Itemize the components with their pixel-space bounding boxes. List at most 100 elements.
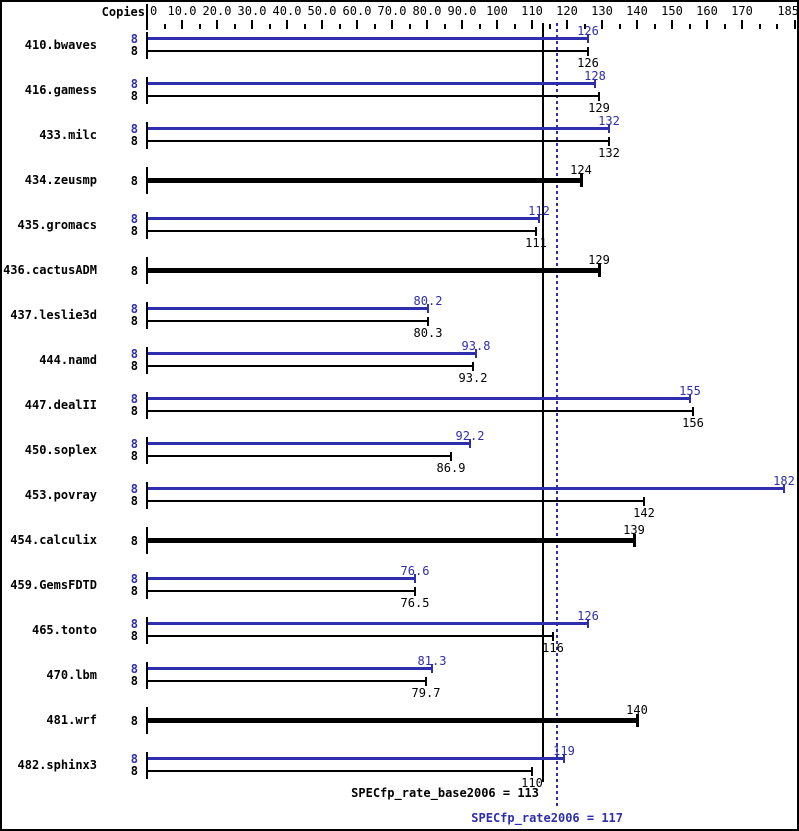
peak-bar-endcap xyxy=(427,304,429,313)
axis-major-tick xyxy=(636,20,638,29)
axis-minor-tick xyxy=(444,24,446,29)
group-baseline xyxy=(146,752,148,779)
axis-major-tick xyxy=(671,20,673,29)
axis-major-tick xyxy=(496,20,498,29)
benchmark-label: 482.sphinx3 xyxy=(17,758,97,772)
group-baseline xyxy=(146,302,148,329)
base-value-label: 126 xyxy=(577,56,599,70)
base-value-label: 124 xyxy=(570,163,592,177)
axis-major-tick xyxy=(391,20,393,29)
base-bar-thick xyxy=(148,268,599,273)
base-bar-endcap xyxy=(636,714,639,727)
peak-bar xyxy=(148,397,690,400)
base-bar-endcap xyxy=(535,227,537,236)
axis-tick-label: 10.0 xyxy=(167,4,197,18)
copies-value-peak: 8 xyxy=(130,212,138,226)
base-bar xyxy=(148,410,693,412)
axis-tick-label: 90.0 xyxy=(447,4,477,18)
base-bar xyxy=(148,140,609,142)
peak-bar xyxy=(148,487,784,490)
benchmark-label: 435.gromacs xyxy=(17,218,97,232)
peak-value-label: 128 xyxy=(584,69,606,83)
benchmark-label: 437.leslie3d xyxy=(10,308,97,322)
benchmark-label: 470.lbm xyxy=(46,668,97,682)
benchmark-label: 465.tonto xyxy=(31,623,97,637)
peak-value-label: 92.2 xyxy=(455,429,485,443)
base-bar xyxy=(148,95,599,97)
axis-tick-label: 150 xyxy=(661,4,683,18)
base-bar xyxy=(148,500,644,502)
axis-major-tick xyxy=(794,20,796,29)
axis-tick-label: 140 xyxy=(626,4,648,18)
peak-bar-endcap xyxy=(587,34,589,43)
base-bar xyxy=(148,590,415,592)
copies-value-base: 8 xyxy=(130,534,138,548)
peak-bar-endcap xyxy=(783,484,785,493)
axis-tick-label: 70.0 xyxy=(377,4,407,18)
benchmark-label: 450.soplex xyxy=(24,443,97,457)
base-bar xyxy=(148,455,451,457)
reference-line-base-median xyxy=(542,23,544,782)
benchmark-label: 459.GemsFDTD xyxy=(10,578,97,592)
base-bar xyxy=(148,230,536,232)
base-value-label: 140 xyxy=(626,703,648,717)
base-value-label: 132 xyxy=(598,146,620,160)
copies-value-base: 8 xyxy=(130,764,138,778)
peak-value-label: 182 xyxy=(773,474,795,488)
peak-bar-endcap xyxy=(563,754,565,763)
base-value-label: 79.7 xyxy=(411,686,441,700)
group-baseline xyxy=(146,707,148,734)
axis-minor-tick xyxy=(514,24,516,29)
peak-bar xyxy=(148,217,539,220)
axis-tick-label: 170 xyxy=(731,4,753,18)
base-value-label: 86.9 xyxy=(436,461,466,475)
axis-major-tick xyxy=(321,20,323,29)
base-value-label: 110 xyxy=(521,776,543,790)
copies-value-peak: 8 xyxy=(130,347,138,361)
base-bar-endcap xyxy=(643,497,645,506)
base-bar xyxy=(148,365,473,367)
copies-value-base: 8 xyxy=(130,224,138,238)
peak-value-label: 93.8 xyxy=(461,339,491,353)
axis-major-tick xyxy=(741,20,743,29)
base-bar-endcap xyxy=(598,264,601,277)
peak-value-label: 155 xyxy=(679,384,701,398)
axis-minor-tick xyxy=(759,24,761,29)
peak-bar-endcap xyxy=(431,664,433,673)
peak-bar-endcap xyxy=(689,394,691,403)
footer-base-score: SPECfp_rate_base2006 = 113 xyxy=(351,786,539,800)
peak-bar xyxy=(148,577,415,580)
peak-bar xyxy=(148,352,476,355)
axis-tick-label: 40.0 xyxy=(272,4,302,18)
axis-major-tick xyxy=(461,20,463,29)
axis-minor-tick xyxy=(549,24,551,29)
axis-minor-tick xyxy=(269,24,271,29)
axis-tick-label: 50.0 xyxy=(307,4,337,18)
copies-value-peak: 8 xyxy=(130,32,138,46)
base-bar-thick xyxy=(148,178,581,183)
axis-minor-tick xyxy=(479,24,481,29)
peak-value-label: 119 xyxy=(553,744,575,758)
axis-tick-label: 100 xyxy=(486,4,508,18)
axis-major-tick xyxy=(146,20,148,29)
peak-bar-endcap xyxy=(469,439,471,448)
base-value-label: 93.2 xyxy=(458,371,488,385)
base-bar-endcap xyxy=(425,677,427,686)
axis-minor-tick xyxy=(199,24,201,29)
copies-value-peak: 8 xyxy=(130,572,138,586)
axis-tick-label: 185 xyxy=(777,4,799,18)
group-baseline xyxy=(146,572,148,599)
base-value-label: 129 xyxy=(588,253,610,267)
axis-major-tick xyxy=(601,20,603,29)
base-value-label: 142 xyxy=(633,506,655,520)
copies-value-base: 8 xyxy=(130,629,138,643)
peak-value-label: 76.6 xyxy=(400,564,430,578)
group-baseline xyxy=(146,437,148,464)
peak-value-label: 132 xyxy=(598,114,620,128)
axis-minor-tick xyxy=(409,24,411,29)
axis-major-tick xyxy=(216,20,218,29)
base-value-label: 76.5 xyxy=(400,596,430,610)
group-baseline xyxy=(146,347,148,374)
peak-bar-endcap xyxy=(414,574,416,583)
benchmark-label: 447.dealII xyxy=(24,398,97,412)
